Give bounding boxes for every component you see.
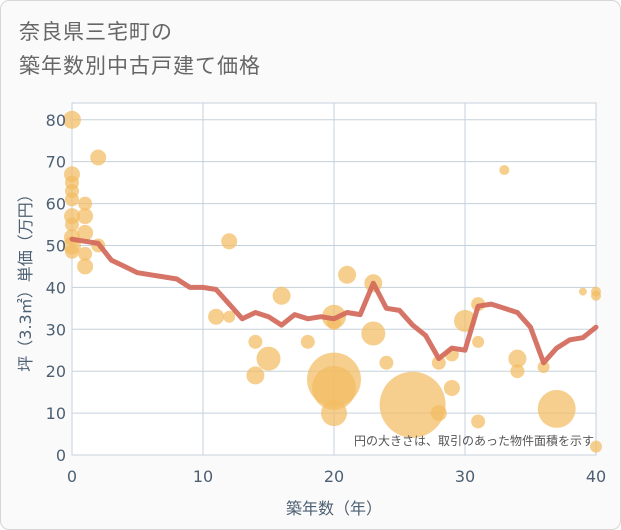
bubble-point <box>537 389 576 428</box>
bubble-point <box>443 379 460 396</box>
bubble-series <box>63 110 602 453</box>
x-tick-label: 10 <box>193 467 213 486</box>
bubble-point <box>208 308 225 325</box>
bubble-point <box>65 192 79 207</box>
bubble-point <box>321 400 347 427</box>
bubble-point <box>272 286 291 305</box>
average-price-line <box>69 236 599 366</box>
y-tick-label: 0 <box>56 446 66 465</box>
y-tick-label: 10 <box>46 404 66 423</box>
y-tick-label: 30 <box>46 320 66 339</box>
bubble-point <box>248 334 263 349</box>
bubble-point <box>77 224 94 241</box>
y-axis-title: 坪（3.3㎡）単価（万円） <box>16 186 35 371</box>
y-tick-label: 60 <box>46 195 66 214</box>
x-tick-label: 0 <box>67 467 77 486</box>
bubble-point <box>77 258 94 275</box>
bubble-point <box>591 290 601 301</box>
x-axis-title: 築年数（年） <box>286 499 382 518</box>
bubble-point <box>338 265 357 284</box>
bubble-point <box>77 208 94 225</box>
bubble-point <box>508 349 527 368</box>
bubble-point <box>312 365 356 410</box>
bubble-point <box>300 334 315 349</box>
y-tick-label: 50 <box>46 236 66 255</box>
x-tick-label: 30 <box>455 467 475 486</box>
bubble-point <box>221 233 238 250</box>
y-tick-label: 40 <box>46 278 66 297</box>
y-tick-label: 80 <box>46 111 66 130</box>
bubble-point <box>246 366 265 385</box>
chart-title-line-2: 築年数別中古戸建て価格 <box>19 54 261 78</box>
bubble-point <box>510 364 525 379</box>
bubble-point <box>223 310 236 323</box>
x-tick-label: 40 <box>586 467 606 486</box>
bubble-point <box>78 196 93 211</box>
chart-title: 奈良県三宅町の 築年数別中古戸建て価格 <box>19 15 261 83</box>
bubble-point <box>78 246 93 261</box>
bubble-size-note: 円の大きさは、取引のあった物件面積を示す <box>354 433 594 448</box>
x-tick-label: 20 <box>324 467 344 486</box>
bubble-point <box>361 321 386 346</box>
bubble-point <box>379 371 446 438</box>
axis-ticks: 0 10 20 30 40 0 10 20 30 40 50 60 70 80 <box>46 111 607 486</box>
bubble-point <box>472 335 485 348</box>
bubble-point <box>578 287 587 296</box>
bubble-point <box>499 165 510 176</box>
bubble-point <box>537 361 550 373</box>
bubble-point <box>379 355 394 370</box>
bubble-point <box>65 217 79 232</box>
bubble-point <box>471 414 486 429</box>
bubble-point <box>431 355 446 370</box>
y-tick-label: 70 <box>46 153 66 172</box>
bubble-point <box>430 405 447 422</box>
bubble-point <box>590 440 602 453</box>
y-tick-label: 20 <box>46 362 66 381</box>
chart-title-line-1: 奈良県三宅町の <box>19 20 173 44</box>
bubble-point <box>63 110 81 129</box>
bubble-point <box>90 149 107 166</box>
bubble-point <box>256 346 281 371</box>
bubble-point <box>65 244 79 259</box>
